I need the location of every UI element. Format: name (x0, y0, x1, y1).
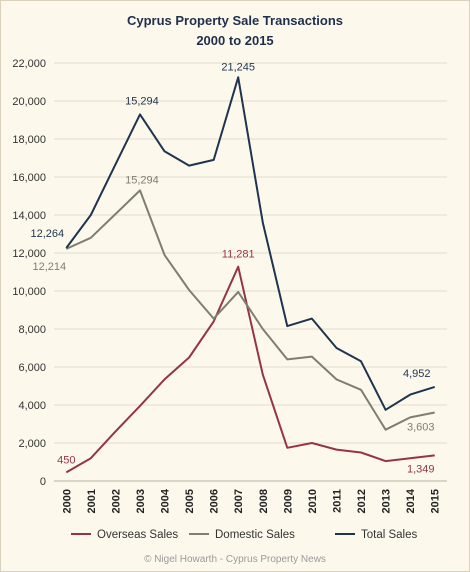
line-chart: 0 2,000 4,000 6,000 8,000 10,000 12,000 14,000 1… (12, 58, 447, 541)
data-label: 450 (57, 454, 75, 466)
footer-credit: © Nigel Howarth - Cyprus Property News (144, 554, 326, 565)
y-tick-label: 12,000 (12, 248, 46, 260)
data-label: 21,245 (221, 61, 255, 73)
data-label: 12,214 (32, 261, 66, 273)
series-line-domestic-sales (65, 189, 435, 431)
chart-title: Cyprus Property Sale Transactions 2000 t… (1, 11, 469, 51)
series-line-overseas-sales (65, 265, 435, 474)
x-tick-label: 2004 (160, 488, 172, 513)
x-tick-label: 2014 (405, 488, 417, 513)
y-tick-label: 10,000 (12, 286, 46, 298)
x-tick-label: 2010 (307, 489, 319, 513)
chart-title-line1: Cyprus Property Sale Transactions (126, 13, 344, 28)
data-label: 11,281 (222, 249, 255, 261)
x-tick-label: 2007 (233, 489, 245, 513)
legend-label: Total Sales (361, 529, 418, 541)
x-tick-label: 2001 (86, 489, 98, 513)
y-tick-label: 20,000 (12, 96, 46, 108)
chart-title-line2: 2000 to 2015 (196, 33, 274, 48)
data-label: 3,603 (407, 422, 435, 434)
y-tick-label: 6,000 (18, 362, 46, 374)
series-line-total-sales (65, 76, 435, 411)
x-tick-label: 2002 (110, 489, 122, 513)
legend-label: Overseas Sales (97, 529, 178, 541)
y-tick-label: 18,000 (12, 134, 46, 146)
x-tick-label: 2005 (184, 489, 196, 513)
x-tick-label: 2000 (61, 489, 73, 513)
x-tick-label: 2008 (258, 489, 270, 513)
x-tick-label: 2009 (282, 489, 294, 513)
y-tick-label: 4,000 (18, 400, 46, 412)
y-tick-label: 8,000 (18, 324, 46, 336)
x-tick-label: 2006 (209, 489, 221, 513)
x-tick-label: 2013 (381, 489, 393, 513)
data-label: 12,264 (30, 228, 64, 240)
legend-label: Domestic Sales (215, 529, 295, 541)
y-tick-label: 22,000 (12, 58, 46, 70)
y-tick-label: 2,000 (18, 438, 46, 450)
x-tick-label: 2003 (135, 489, 147, 513)
x-tick-label: 2011 (331, 489, 343, 513)
y-tick-label: 16,000 (12, 172, 46, 184)
data-label: 15,294 (125, 174, 159, 186)
data-label: 15,294 (125, 95, 159, 107)
x-tick-label: 2015 (430, 489, 442, 513)
x-tick-label: 2012 (356, 489, 368, 513)
y-tick-label: 0 (40, 476, 46, 488)
data-label: 4,952 (403, 368, 431, 380)
data-label: 1,349 (407, 463, 435, 475)
y-tick-label: 14,000 (12, 210, 46, 222)
